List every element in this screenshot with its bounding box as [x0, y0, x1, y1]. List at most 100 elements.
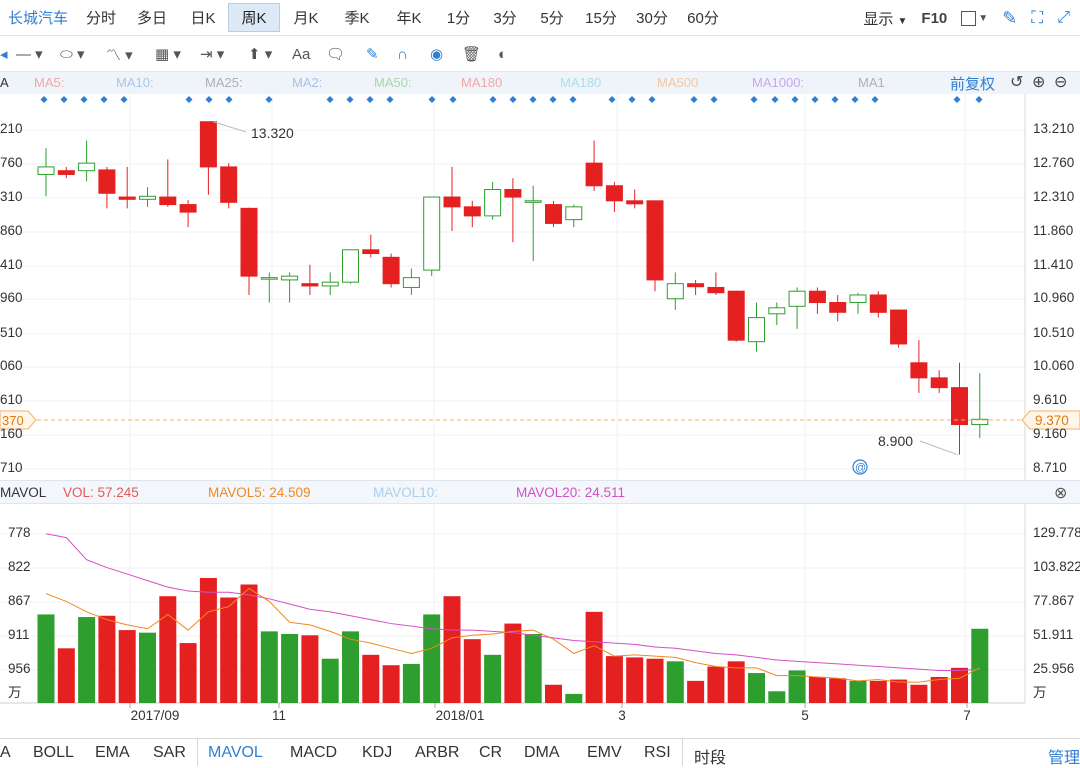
- price-tick-label: 11.410: [1033, 257, 1074, 272]
- indicator-tab[interactable]: MACD: [290, 744, 338, 761]
- display-menu[interactable]: 显示 ▼: [863, 8, 907, 29]
- price-tick-label: 12.310: [1033, 189, 1075, 204]
- marker-diamond: [648, 95, 656, 104]
- indicator-tab[interactable]: EMA: [95, 744, 130, 761]
- candle-body: [463, 206, 481, 217]
- zoom-in-icon[interactable]: ⊕: [1032, 74, 1046, 91]
- ma-legend-item[interactable]: MA10:: [116, 75, 154, 90]
- period-tab[interactable]: 年K: [396, 10, 422, 27]
- indicator-tab[interactable]: A: [0, 744, 11, 761]
- f10-button[interactable]: F10: [921, 9, 948, 27]
- volume-bar: [159, 596, 177, 703]
- mavol5-value: MAVOL5: 24.509: [208, 485, 311, 500]
- ma-legend-item[interactable]: MA180: [461, 75, 503, 90]
- volume-bar: [707, 666, 725, 703]
- target-icon[interactable]: ◉: [430, 46, 444, 63]
- period-bar: 长城汽车 分时 多日 日K 周K 月K 季K 年K 1分 3分 5分 15分 30分 60分 显示 ▼ F…: [0, 0, 1080, 36]
- marker-diamond: [851, 95, 859, 104]
- text-tool-icon[interactable]: Aa: [292, 45, 311, 63]
- marker-diamond: [953, 95, 961, 104]
- candle-body: [687, 283, 705, 288]
- comment-tool-icon[interactable]: 🗨: [326, 46, 346, 63]
- indicator-tab[interactable]: BOLL: [33, 744, 74, 761]
- period-tab[interactable]: 周K: [228, 3, 281, 32]
- ma-legend-item[interactable]: MA2:: [292, 75, 323, 90]
- period-tab[interactable]: 60分: [687, 10, 719, 27]
- reset-icon[interactable]: ↺: [1010, 74, 1024, 91]
- period-tab[interactable]: 分时: [86, 10, 117, 27]
- period-tab[interactable]: 30分: [636, 10, 668, 27]
- marker-diamond: [750, 95, 758, 104]
- candle-body: [382, 256, 400, 285]
- measure-tool-icon[interactable]: ⇥ ▾: [200, 46, 225, 63]
- price-tick-label: 310: [0, 189, 23, 204]
- period-tab[interactable]: 多日: [137, 10, 168, 27]
- volume-bar: [646, 658, 664, 703]
- candle-body: [930, 377, 948, 389]
- candle-body: [504, 189, 522, 198]
- ma-legend-item[interactable]: MA50:: [374, 75, 412, 90]
- indicator-tab[interactable]: MAVOL: [208, 744, 263, 761]
- ma-legend-item[interactable]: MA1000:: [752, 75, 805, 90]
- magnet-icon[interactable]: ∩: [397, 45, 408, 63]
- price-tick-label: 10.060: [1033, 358, 1075, 373]
- manage-button[interactable]: 管理: [1048, 750, 1080, 767]
- expand-icon[interactable]: ⤢: [1057, 9, 1070, 26]
- tab-separator: [197, 739, 198, 766]
- layout-menu[interactable]: ▼: [961, 10, 988, 26]
- indicator-tab[interactable]: EMV: [587, 744, 622, 761]
- indicator-tab[interactable]: DMA: [524, 744, 560, 761]
- ma-legend-bar: A MA5: MA10: MA25: MA2: MA50: MA180 MA180 MA500…: [0, 72, 1080, 94]
- volume-bar: [829, 678, 847, 703]
- period-tab[interactable]: 日K: [190, 10, 216, 27]
- period-tab[interactable]: 季K: [344, 10, 370, 27]
- volume-bar: [57, 648, 75, 703]
- period-tab[interactable]: 5分: [540, 10, 564, 27]
- volume-bar: [301, 635, 319, 703]
- ma-legend-item[interactable]: MA1: [858, 75, 885, 90]
- candle-body: [605, 185, 623, 202]
- ma-legend-item[interactable]: MA180: [560, 75, 602, 90]
- close-icon[interactable]: ⊗: [1054, 485, 1068, 502]
- stock-name-tab[interactable]: 长城汽车: [8, 10, 69, 27]
- fullscreen-icon[interactable]: ⛶: [1031, 8, 1044, 27]
- period-tab[interactable]: 3分: [493, 10, 517, 27]
- price-tick-label: 160: [0, 426, 23, 441]
- visibility-icon[interactable]: ◐: [498, 45, 508, 63]
- arrow-up-tool-icon[interactable]: ⬆ ▾: [248, 46, 273, 63]
- period-tab[interactable]: 15分: [585, 10, 617, 27]
- period-tab[interactable]: 1分: [446, 10, 471, 27]
- candle-body: [362, 249, 380, 255]
- volume-tick-label: 25.956: [1033, 661, 1075, 676]
- marker-diamond: [771, 95, 779, 104]
- marker-diamond: [569, 95, 577, 104]
- indicator-tab[interactable]: ARBR: [415, 744, 460, 761]
- ma-legend-item[interactable]: MA25:: [205, 75, 243, 90]
- kline-chart[interactable]: 13.320 8.900 370 9.370 @2017/09 11 2018/01 3 5 7: [0, 94, 1080, 738]
- ma-legend-item[interactable]: MA500: [657, 75, 699, 90]
- indicator-tab[interactable]: CR: [479, 744, 503, 761]
- trash-icon[interactable]: 🗑: [462, 46, 482, 63]
- marker-diamond: [509, 95, 517, 104]
- pencil-icon[interactable]: ✎: [366, 46, 379, 63]
- volume-bar: [78, 617, 96, 703]
- indicator-tab[interactable]: SAR: [153, 744, 186, 761]
- adjust-mode-button[interactable]: 前复权: [950, 76, 996, 93]
- indicator-tab[interactable]: RSI: [644, 744, 671, 761]
- volume-bar: [748, 673, 765, 703]
- volume-bar: [666, 661, 684, 703]
- zoom-out-icon[interactable]: ⊖: [1054, 74, 1068, 91]
- pen-icon[interactable]: ✎: [1002, 7, 1018, 28]
- shape-tool-icon[interactable]: ⬭ ▾: [60, 46, 85, 63]
- ma-legend-item[interactable]: MA5:: [34, 75, 65, 90]
- marker-diamond: [225, 95, 233, 104]
- volume-bar: [463, 639, 481, 703]
- polyline-tool-icon[interactable]: 〽 ▾: [106, 46, 133, 64]
- indicator-tab[interactable]: KDJ: [362, 744, 393, 761]
- line-tool-icon[interactable]: — ▾: [16, 46, 43, 63]
- indicator-tab[interactable]: 时段: [694, 750, 727, 767]
- arrow-left-icon[interactable]: ◂: [0, 46, 8, 63]
- current-price-right: 9.370: [1035, 413, 1069, 428]
- grid-tool-icon[interactable]: ▦ ▾: [155, 46, 181, 63]
- period-tab[interactable]: 月K: [293, 10, 319, 27]
